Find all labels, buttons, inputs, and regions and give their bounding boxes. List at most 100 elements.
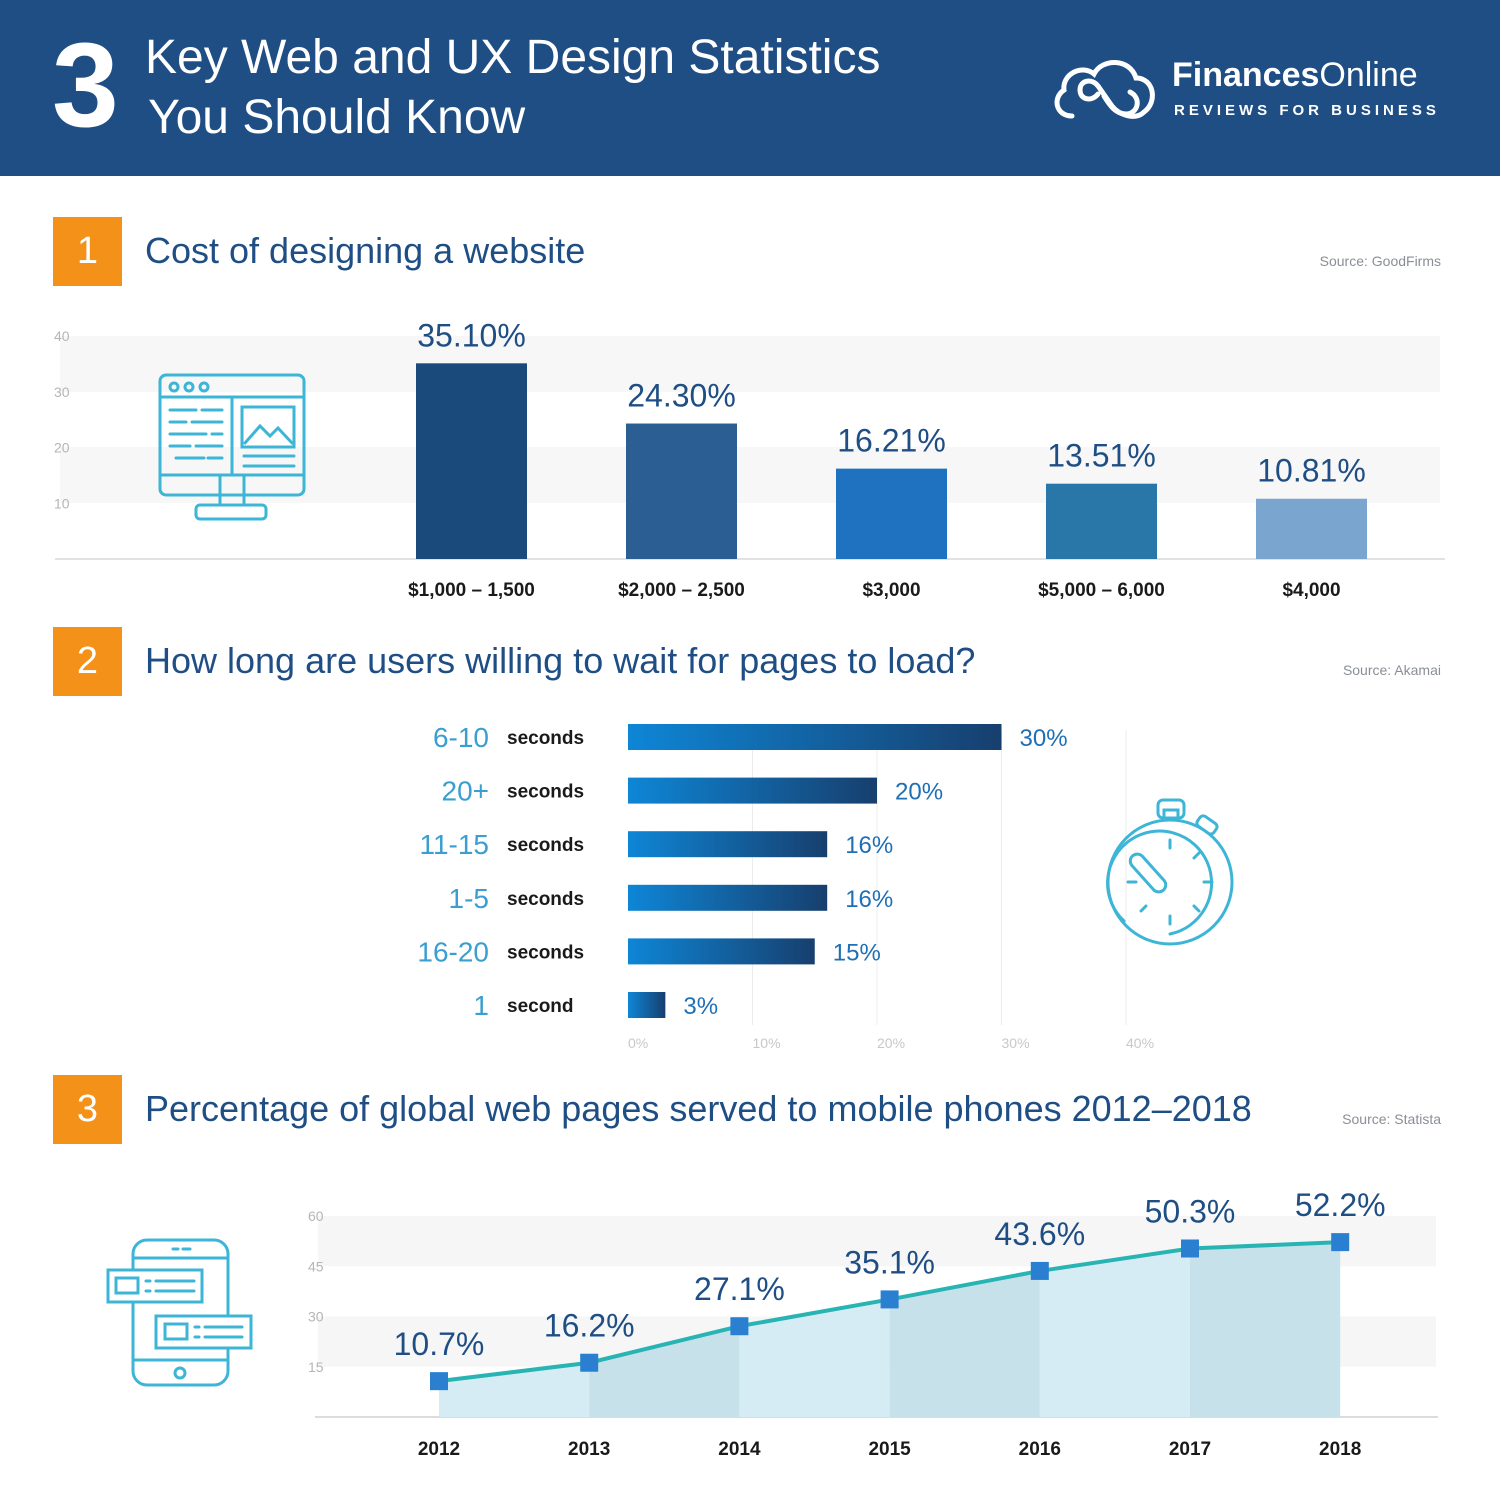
year-label: 2018 <box>1319 1439 1361 1460</box>
area-segment <box>1039 1248 1190 1417</box>
cost-value-label: 13.51% <box>1047 438 1156 474</box>
wait-range-number: 16-20 <box>417 936 489 967</box>
brand-name-bold: Finances <box>1172 56 1320 94</box>
year-label: 2013 <box>568 1439 610 1460</box>
wait-range-unit: seconds <box>507 728 584 749</box>
y-tick-label: 45 <box>308 1258 324 1274</box>
x-tick-label: 10% <box>753 1035 781 1051</box>
cost-value-label: 35.10% <box>417 317 526 353</box>
data-point-marker <box>430 1372 448 1391</box>
year-label: 2015 <box>868 1439 911 1460</box>
wait-value-label: 16% <box>845 886 893 913</box>
wait-bar <box>628 777 877 804</box>
y-tick-label: 40 <box>54 328 70 344</box>
cost-category-label: $1,000 – 1,500 <box>408 580 535 601</box>
y-tick-label: 60 <box>308 1208 324 1224</box>
section-3-number: 3 <box>53 1075 122 1144</box>
cost-category-label: $2,000 – 2,500 <box>618 580 745 601</box>
cost-category-label: $3,000 <box>862 580 920 601</box>
cost-bar <box>1256 498 1367 559</box>
wait-value-label: 16% <box>845 832 893 859</box>
wait-range-unit: seconds <box>507 782 584 803</box>
section-1-title: Cost of designing a website <box>145 230 586 271</box>
wait-value-label: 15% <box>833 939 881 966</box>
year-label: 2016 <box>1019 1439 1061 1460</box>
section-3-source: Source: Statista <box>1342 1111 1441 1127</box>
wait-range-unit: seconds <box>507 889 584 910</box>
grid-band <box>60 336 1440 392</box>
wait-range-number: 1-5 <box>449 883 489 914</box>
area-segment <box>739 1299 890 1417</box>
wait-bar <box>628 992 666 1018</box>
cost-bar-chart: 10 20 30 40 35.10% $1,000 – 1,500 24.30% $2,00… <box>54 317 1445 601</box>
year-label: 2017 <box>1169 1439 1211 1460</box>
brand-tagline: REVIEWS FOR BUSINESS <box>1174 102 1440 119</box>
cost-bar <box>1046 483 1157 559</box>
data-value-label: 35.1% <box>844 1244 935 1280</box>
x-tick-label: 20% <box>877 1035 905 1051</box>
wait-value-label: 3% <box>683 993 718 1020</box>
brand-name-light: Online <box>1319 56 1418 94</box>
cost-bar <box>416 363 527 559</box>
header-title-line2: You Should Know <box>148 91 526 144</box>
y-tick-label: 10 <box>54 495 70 511</box>
wait-range-number: 6-10 <box>433 722 489 753</box>
brand-logo: FinancesOnline REVIEWS FOR BUSINESS <box>1050 50 1470 130</box>
section-2-source: Source: Akamai <box>1342 662 1441 678</box>
mobile-phone-icon <box>106 1238 253 1387</box>
section-2-title: How long are users willing to wait for p… <box>145 640 976 681</box>
cost-value-label: 10.81% <box>1257 453 1366 489</box>
data-value-label: 52.2% <box>1295 1187 1386 1223</box>
y-tick-label: 15 <box>308 1359 324 1375</box>
wait-bar <box>628 938 815 965</box>
section-3-title: Percentage of global web pages served to… <box>145 1088 1252 1129</box>
y-tick-label: 30 <box>54 384 70 400</box>
section-1-source: Source: GoodFirms <box>1319 253 1441 269</box>
desktop-monitor-icon <box>158 373 306 521</box>
wait-range-number: 11-15 <box>419 829 489 860</box>
wait-value-label: 20% <box>895 779 943 806</box>
wait-range-number: 1 <box>473 990 489 1021</box>
y-tick-label: 30 <box>308 1309 324 1325</box>
cost-bar <box>626 423 737 559</box>
year-label: 2012 <box>418 1439 460 1460</box>
section-1-number: 1 <box>53 217 122 286</box>
header-banner: 3 Key Web and UX Design Statistics You S… <box>0 0 1500 176</box>
data-point-marker <box>1181 1239 1199 1258</box>
header-number: 3 <box>52 18 119 152</box>
x-tick-label: 0% <box>628 1035 648 1051</box>
x-tick-label: 30% <box>1002 1035 1030 1051</box>
wait-range-unit: seconds <box>507 835 584 856</box>
data-point-marker <box>580 1353 599 1372</box>
cost-category-label: $5,000 – 6,000 <box>1038 580 1165 601</box>
wait-time-bar-chart: 0% 10% 20% 30% 40% 30% 6-10 seconds 20% 20+ secon… <box>417 722 1234 1051</box>
area-segment <box>439 1362 590 1417</box>
mobile-share-area-chart: 15 30 45 60 10.7% 2012 16.2% 2013 27.1% 2014 35.1… <box>106 1187 1438 1460</box>
cost-bar <box>836 468 947 559</box>
wait-bar <box>628 831 828 858</box>
cloud-logo-icon <box>1054 60 1155 119</box>
cost-category-label: $4,000 <box>1282 580 1340 601</box>
stopwatch-icon <box>1106 798 1234 946</box>
cost-value-label: 16.21% <box>837 423 946 459</box>
wait-range-number: 20+ <box>442 776 490 807</box>
area-segment <box>889 1270 1040 1417</box>
data-value-label: 10.7% <box>394 1326 485 1362</box>
brand-name: FinancesOnline <box>1172 56 1418 95</box>
data-point-marker <box>730 1317 749 1336</box>
wait-value-label: 30% <box>1020 725 1068 752</box>
wait-range-unit: seconds <box>507 942 584 963</box>
x-tick-label: 40% <box>1126 1035 1154 1051</box>
data-value-label: 43.6% <box>994 1216 1085 1252</box>
data-value-label: 27.1% <box>694 1271 785 1307</box>
area-segment <box>589 1326 740 1417</box>
data-value-label: 50.3% <box>1145 1193 1236 1229</box>
data-value-label: 16.2% <box>544 1308 635 1344</box>
data-point-marker <box>880 1290 899 1309</box>
area-segment <box>1190 1242 1341 1417</box>
cost-value-label: 24.30% <box>627 378 736 414</box>
header-title-line1: Key Web and UX Design Statistics <box>145 31 881 84</box>
year-label: 2014 <box>718 1439 761 1460</box>
section-2-number: 2 <box>53 627 122 696</box>
wait-bar <box>628 724 1002 750</box>
